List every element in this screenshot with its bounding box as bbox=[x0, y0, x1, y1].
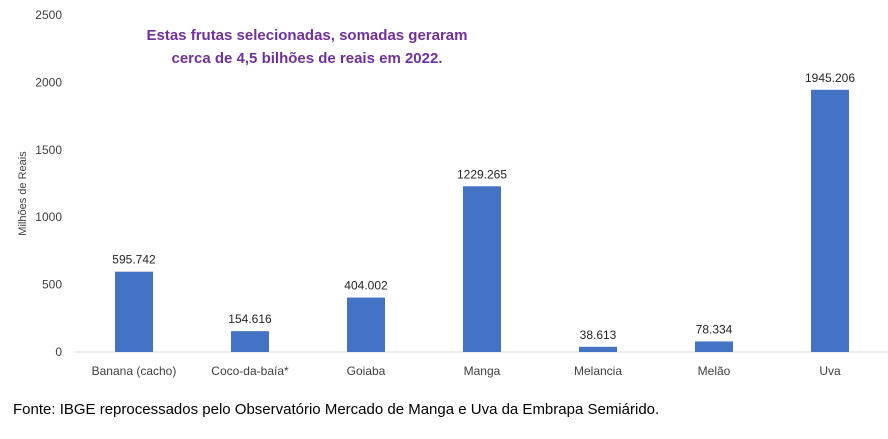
y-axis: 0 500 1000 1500 2000 2500 bbox=[35, 8, 62, 359]
data-label: 404.002 bbox=[344, 279, 388, 293]
x-tick-label: Banana (cacho) bbox=[92, 364, 177, 378]
y-axis-label: Milhões de Reais bbox=[17, 151, 29, 236]
annotation-line-1: Estas frutas selecionadas, somadas gerar… bbox=[147, 27, 468, 44]
bar bbox=[115, 271, 153, 352]
bar bbox=[347, 297, 385, 352]
y-tick-label: 500 bbox=[42, 278, 62, 292]
x-tick-label: Goiaba bbox=[347, 364, 386, 378]
x-tick-label: Melão bbox=[698, 364, 731, 378]
x-tick-label: Coco-da-baía* bbox=[211, 364, 289, 378]
x-axis: Banana (cacho) Coco-da-baía* Goiaba Manga Me… bbox=[76, 351, 888, 378]
y-tick-label: 1000 bbox=[35, 210, 62, 224]
source-note: Fonte: IBGE reprocessados pelo Observató… bbox=[13, 401, 660, 418]
y-tick-label: 1500 bbox=[35, 143, 62, 157]
y-tick-label: 2500 bbox=[35, 8, 62, 22]
bar-chart: 0 500 1000 1500 2000 2500 Banana (cacho) Coco-… bbox=[17, 8, 888, 378]
bars bbox=[115, 89, 849, 353]
data-label: 1945.206 bbox=[805, 71, 855, 85]
bar bbox=[811, 89, 849, 353]
annotation-line-2: cerca de 4,5 bilhões de reais em 2022. bbox=[172, 50, 443, 67]
y-tick-label: 0 bbox=[55, 345, 62, 359]
data-label: 1229.265 bbox=[457, 167, 507, 181]
data-label: 38.613 bbox=[580, 328, 617, 342]
data-labels: 595.742 154.616 404.002 1229.265 38.613 78.33… bbox=[112, 71, 855, 342]
x-tick-label: Manga bbox=[464, 364, 501, 378]
y-tick-label: 2000 bbox=[35, 75, 62, 89]
bar bbox=[463, 186, 501, 352]
bar bbox=[579, 346, 617, 352]
bar bbox=[695, 341, 733, 352]
x-tick-label: Melancia bbox=[574, 364, 622, 378]
data-label: 595.742 bbox=[112, 253, 156, 267]
data-label: 154.616 bbox=[228, 312, 272, 326]
data-label: 78.334 bbox=[696, 322, 733, 336]
bar bbox=[231, 331, 269, 352]
x-tick-label: Uva bbox=[819, 364, 841, 378]
